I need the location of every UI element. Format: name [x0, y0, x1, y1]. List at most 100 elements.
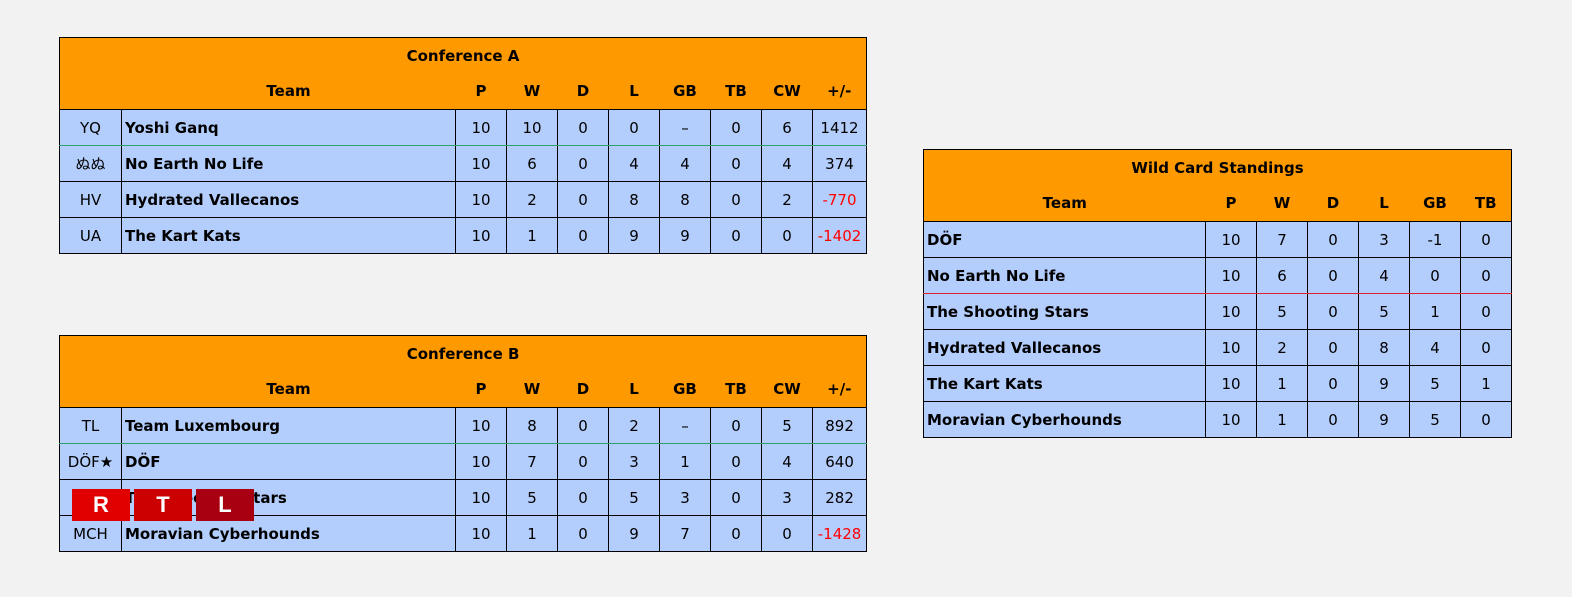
header-tb: TB [1460, 185, 1513, 222]
point-diff: 1412 [812, 109, 867, 146]
point-diff: 374 [812, 145, 867, 182]
header-diff: +/- [812, 73, 867, 110]
tiebreak: 0 [710, 145, 762, 182]
losses: 9 [608, 515, 660, 552]
draws: 0 [1307, 293, 1359, 330]
header-l: L [1358, 185, 1410, 222]
draws: 0 [557, 479, 609, 516]
header-l: L [608, 371, 660, 408]
table-row: DÖF★ DÖF 10 7 0 3 1 0 4 640 [59, 443, 868, 480]
table-row: HV Hydrated Vallecanos 10 2 0 8 8 0 2 -7… [59, 181, 867, 218]
rtl-logo: R T L [72, 489, 254, 521]
team-name: No Earth No Life [121, 145, 456, 182]
team-name: DÖF [923, 221, 1206, 258]
wins: 1 [506, 217, 558, 254]
table-row: Hydrated Vallecanos 10 2 0 8 4 0 [923, 329, 1513, 366]
losses: 3 [608, 443, 660, 480]
played: 10 [455, 515, 507, 552]
losses: 5 [1358, 293, 1410, 330]
team-abbr: MCH [59, 515, 122, 552]
team-name: Hydrated Vallecanos [121, 181, 456, 218]
played: 10 [455, 479, 507, 516]
draws: 0 [1307, 221, 1359, 258]
conference-wins: 3 [761, 479, 813, 516]
team-name: Hydrated Vallecanos [923, 329, 1206, 366]
games-back: – [659, 109, 711, 146]
team-name: The Shooting Stars [923, 293, 1206, 330]
losses: 0 [608, 109, 660, 146]
losses: 8 [1358, 329, 1410, 366]
played: 10 [455, 443, 507, 480]
tiebreak: 1 [1459, 365, 1513, 402]
games-back: – [659, 407, 711, 444]
header-tb: TB [710, 73, 762, 110]
tiebreak: 0 [1459, 293, 1513, 330]
tiebreak: 0 [1459, 257, 1513, 294]
header-w: W [1256, 185, 1308, 222]
wins: 5 [506, 479, 558, 516]
conference-b-title: Conference B [58, 335, 868, 372]
team-name: Team Luxembourg [121, 407, 456, 444]
header-d: D [557, 73, 609, 110]
played: 10 [1205, 221, 1257, 258]
tiebreak: 0 [1459, 221, 1513, 258]
conference-wins: 4 [761, 145, 813, 182]
team-name: Moravian Cyberhounds [121, 515, 456, 552]
conference-a-title: Conference A [59, 37, 867, 74]
conference-wins: 6 [761, 109, 813, 146]
team-name: The Kart Kats [121, 217, 456, 254]
header-p: P [455, 73, 507, 110]
played: 10 [455, 217, 507, 254]
played: 10 [455, 407, 507, 444]
table-row: ぬぬ No Earth No Life 10 6 0 4 4 0 4 374 [59, 145, 867, 182]
table-row: The Kart Kats 10 1 0 9 5 1 [923, 365, 1513, 402]
header-l: L [608, 73, 660, 110]
table-row: UA The Kart Kats 10 1 0 9 9 0 0 -1402 [59, 217, 867, 254]
wins: 1 [1256, 365, 1308, 402]
games-back: 5 [1409, 365, 1461, 402]
draws: 0 [557, 515, 609, 552]
rtl-logo-letter: L [196, 489, 254, 521]
played: 10 [1205, 401, 1257, 438]
conference-wins: 5 [761, 407, 813, 444]
games-back: 3 [659, 479, 711, 516]
tiebreak: 0 [1459, 401, 1513, 438]
header-abbr [59, 73, 122, 110]
tiebreak: 0 [710, 407, 762, 444]
table-row: MCH Moravian Cyberhounds 10 1 0 9 7 0 0 … [59, 515, 868, 552]
tiebreak: 0 [710, 479, 762, 516]
point-diff: -770 [812, 181, 867, 218]
conference-wins: 0 [761, 217, 813, 254]
losses: 8 [608, 181, 660, 218]
table-row: The Shooting Stars 10 5 0 5 1 0 [923, 293, 1513, 330]
team-name: DÖF [121, 443, 456, 480]
draws: 0 [557, 407, 609, 444]
wins: 6 [506, 145, 558, 182]
header-gb: GB [659, 371, 711, 408]
team-abbr: DÖF★ [59, 443, 122, 480]
losses: 9 [1358, 365, 1410, 402]
rtl-logo-letter: T [134, 489, 192, 521]
conference-wins: 0 [761, 515, 813, 552]
wins: 7 [506, 443, 558, 480]
table-row: DÖF 10 7 0 3 -1 0 [923, 221, 1513, 258]
header-gb: GB [1409, 185, 1461, 222]
played: 10 [1205, 293, 1257, 330]
games-back: 1 [659, 443, 711, 480]
draws: 0 [557, 109, 609, 146]
draws: 0 [557, 443, 609, 480]
conference-wins: 4 [761, 443, 813, 480]
losses: 5 [608, 479, 660, 516]
games-back: 4 [1409, 329, 1461, 366]
games-back: 5 [1409, 401, 1461, 438]
team-abbr: UA [59, 217, 122, 254]
wins: 10 [506, 109, 558, 146]
wins: 5 [1256, 293, 1308, 330]
team-abbr: TL [59, 407, 122, 444]
header-d: D [557, 371, 609, 408]
conference-b-table: Conference B Team P W D L GB TB CW +/- T… [58, 335, 868, 552]
header-tb: TB [710, 371, 762, 408]
header-p: P [455, 371, 507, 408]
header-team: Team [923, 185, 1206, 222]
team-name: The Kart Kats [923, 365, 1206, 402]
